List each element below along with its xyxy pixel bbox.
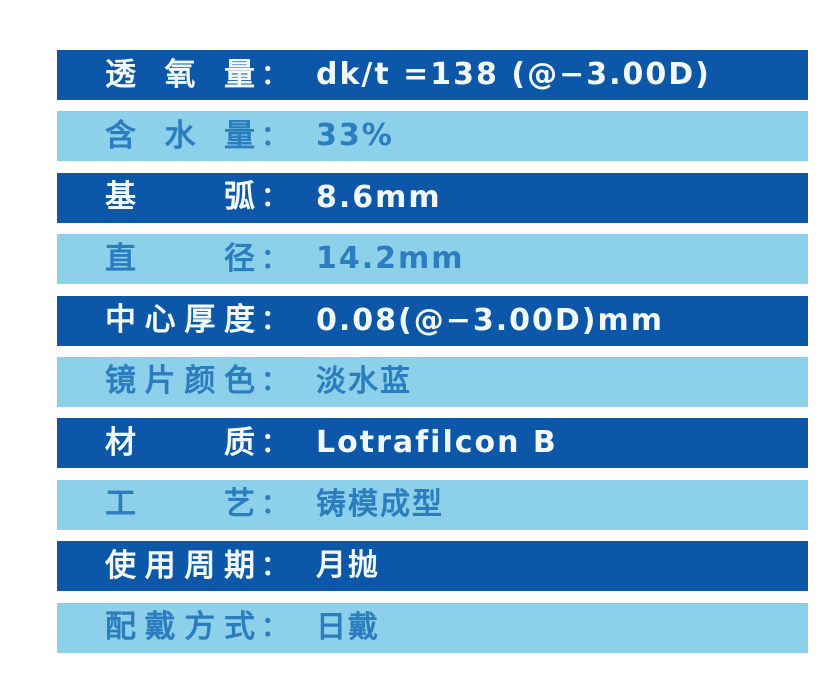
spec-colon: ： (261, 182, 288, 214)
spec-label: 工艺 (105, 486, 255, 523)
spec-colon: ： (261, 427, 288, 459)
spec-value: 铸模成型 (316, 486, 444, 522)
spec-value: 8.6mm (316, 179, 442, 215)
spec-value: Lotrafilcon B (316, 425, 558, 461)
spec-row-wearing-mode: 配戴方式 ： 日戴 (57, 602, 808, 653)
spec-colon: ： (261, 366, 288, 398)
spec-value: 月抛 (316, 548, 380, 584)
spec-colon: ： (261, 612, 288, 644)
spec-value: 0.08(@−3.00D)mm (316, 302, 665, 338)
spec-table: 透氧量 ： dk/t =138 (@−3.00D) 含水量 ： 33% 基弧 ：… (57, 50, 808, 664)
spec-row-base-curve: 基弧 ： 8.6mm (57, 172, 808, 223)
spec-label: 直径 (105, 240, 255, 277)
spec-label: 材质 (105, 424, 255, 461)
spec-label: 使用周期 (105, 547, 255, 584)
spec-label: 透氧量 (105, 56, 255, 93)
spec-colon: ： (261, 550, 288, 582)
spec-row-oxygen-permeability: 透氧量 ： dk/t =138 (@−3.00D) (57, 50, 808, 100)
spec-colon: ： (261, 305, 288, 337)
spec-colon: ： (261, 243, 288, 275)
spec-row-lens-color: 镜片颜色 ： 淡水蓝 (57, 356, 808, 407)
spec-value: dk/t =138 (@−3.00D) (316, 57, 711, 92)
spec-value: 33% (316, 118, 394, 154)
spec-row-center-thickness: 中心厚度 ： 0.08(@−3.00D)mm (57, 295, 808, 346)
spec-value: 14.2mm (316, 241, 465, 277)
spec-row-material: 材质 ： Lotrafilcon B (57, 418, 808, 469)
spec-row-replacement-cycle: 使用周期 ： 月抛 (57, 541, 808, 592)
spec-row-diameter: 直径 ： 14.2mm (57, 234, 808, 285)
spec-label: 基弧 (105, 179, 255, 216)
spec-value: 淡水蓝 (316, 363, 412, 399)
spec-colon: ： (261, 489, 288, 521)
spec-colon: ： (261, 59, 288, 91)
spec-label: 镜片颜色 (105, 363, 255, 400)
spec-value: 日戴 (316, 609, 380, 645)
spec-label: 中心厚度 (105, 302, 255, 339)
spec-colon: ： (261, 120, 288, 152)
spec-label: 含水量 (105, 117, 255, 154)
spec-row-process: 工艺 ： 铸模成型 (57, 479, 808, 530)
spec-label: 配戴方式 (105, 609, 255, 646)
spec-row-water-content: 含水量 ： 33% (57, 111, 808, 162)
